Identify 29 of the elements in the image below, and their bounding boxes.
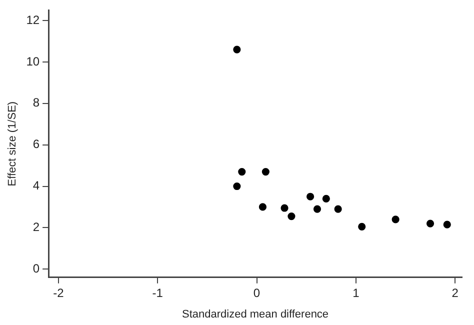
x-axis-title: Standardized mean difference: [182, 308, 329, 320]
point: [233, 182, 241, 190]
x-tick-label: 0: [253, 286, 260, 300]
point: [238, 168, 246, 176]
y-tick-label: 6: [32, 137, 40, 152]
point: [233, 46, 241, 54]
point: [258, 203, 267, 211]
point: [288, 212, 296, 220]
point: [426, 220, 434, 228]
point: [392, 216, 400, 224]
point: [262, 168, 270, 176]
point: [334, 205, 342, 213]
point: [358, 222, 366, 230]
x-tick-label: -1: [152, 286, 164, 300]
y-tick-label: 10: [26, 54, 40, 68]
y-tick-label: 12: [26, 12, 40, 27]
point: [313, 205, 322, 213]
point: [322, 194, 330, 202]
y-tick-label: 0: [32, 261, 40, 276]
y-tick-label: 4: [32, 178, 40, 193]
y-axis-title: Effect size (1/SE): [6, 101, 19, 186]
x-tick-label: 1: [352, 286, 360, 300]
y-tick-label: 2: [32, 220, 40, 234]
point: [443, 220, 451, 228]
point: [306, 192, 314, 200]
x-tick-label: -2: [53, 286, 64, 300]
y-tick-label: 8: [32, 96, 40, 110]
point: [280, 204, 288, 212]
x-tick-label: 2: [452, 286, 459, 300]
